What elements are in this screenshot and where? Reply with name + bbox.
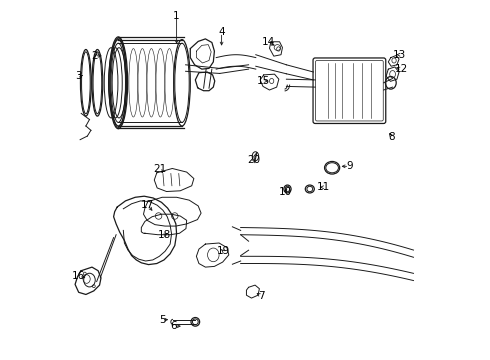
Text: 5: 5 xyxy=(159,315,166,325)
Text: 2: 2 xyxy=(91,51,98,61)
Text: 19: 19 xyxy=(217,246,230,256)
Text: 8: 8 xyxy=(389,132,395,142)
Text: 18: 18 xyxy=(157,230,171,240)
Text: 9: 9 xyxy=(346,161,353,171)
Text: 17: 17 xyxy=(141,200,154,210)
Text: 14: 14 xyxy=(262,37,275,48)
Text: 13: 13 xyxy=(393,50,406,60)
Text: 7: 7 xyxy=(258,291,265,301)
Text: 15: 15 xyxy=(257,76,270,86)
Text: 6: 6 xyxy=(171,321,177,331)
Text: 11: 11 xyxy=(317,182,330,192)
Text: 3: 3 xyxy=(75,71,82,81)
Text: 16: 16 xyxy=(72,271,85,282)
Text: 21: 21 xyxy=(153,164,166,174)
Text: 10: 10 xyxy=(279,186,292,197)
Text: 12: 12 xyxy=(395,64,408,74)
Text: 4: 4 xyxy=(218,27,225,37)
Text: 1: 1 xyxy=(173,11,180,21)
Text: 20: 20 xyxy=(247,155,261,165)
